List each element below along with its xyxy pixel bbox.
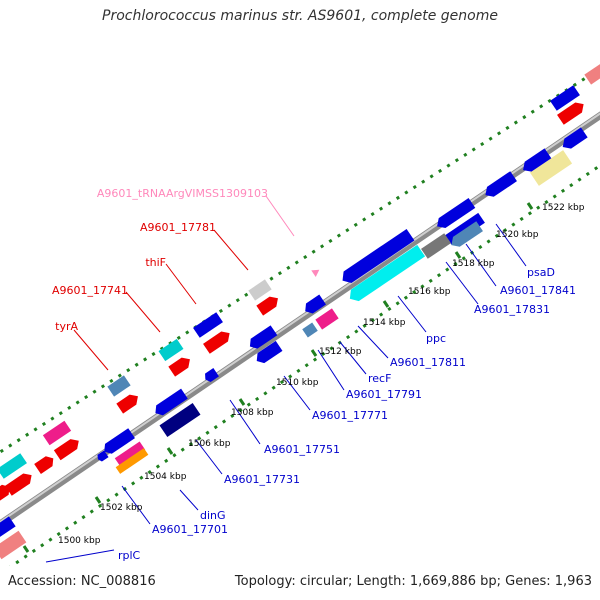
gene-label[interactable]: A9601_17791 — [346, 388, 422, 401]
gene-feature[interactable] — [248, 279, 272, 301]
gene-feature[interactable] — [159, 403, 201, 437]
gene-feature[interactable] — [559, 127, 588, 151]
tick-label: 1518 kbp — [452, 259, 495, 269]
gene-feature[interactable] — [96, 450, 109, 462]
gene-label[interactable]: thiF — [145, 256, 166, 269]
gene-feature[interactable] — [346, 244, 426, 305]
gene-feature[interactable] — [253, 340, 283, 366]
gene-label[interactable]: A9601_17831 — [474, 303, 550, 316]
tick-label: 1504 kbp — [144, 472, 187, 482]
gene-label[interactable]: A9601_17771 — [312, 409, 388, 422]
gene-feature[interactable] — [302, 322, 318, 338]
scale-ticks: 1498 kbp 1500 kbp 1502 kbp 1504 kbp 1506… — [58, 203, 585, 546]
tick-label: 1520 kbp — [496, 230, 539, 240]
gene-feature[interactable] — [421, 233, 451, 259]
gene-feature[interactable] — [158, 338, 184, 362]
tick-label: 1516 kbp — [408, 287, 451, 297]
accession-text: Accession: NC_008816 — [8, 574, 156, 589]
gene-feature[interactable] — [584, 63, 600, 85]
tick-label: 1506 kbp — [188, 439, 231, 449]
gene-feature[interactable] — [0, 530, 27, 560]
label-connectors — [45, 195, 527, 563]
gene-feature[interactable] — [520, 148, 552, 175]
tick-label: 1502 kbp — [100, 503, 143, 513]
gene-label[interactable]: dinG — [200, 509, 226, 522]
gene-label[interactable]: psaD — [527, 266, 555, 279]
gene-feature[interactable] — [256, 293, 281, 316]
gene-feature[interactable] — [557, 99, 587, 125]
gene-feature[interactable] — [434, 197, 476, 231]
tick-label: 1510 kbp — [276, 378, 319, 388]
gene-feature[interactable] — [0, 482, 13, 502]
gene-feature[interactable] — [168, 354, 193, 377]
gene-feature[interactable] — [448, 221, 483, 250]
gene-feature[interactable] — [315, 308, 339, 330]
gene-label[interactable]: A9601_17841 — [500, 284, 576, 297]
gene-label[interactable]: recF — [368, 372, 391, 385]
gene-feature[interactable] — [203, 368, 219, 384]
gene-feature[interactable] — [203, 328, 233, 354]
gene-label[interactable]: A9601_17781 — [140, 221, 216, 234]
gene-feature[interactable] — [311, 266, 321, 277]
tick-label: 1514 kbp — [363, 318, 406, 328]
gene-feature[interactable] — [107, 375, 131, 397]
gene-feature[interactable] — [34, 453, 56, 475]
inner-tick-track — [9, 163, 600, 566]
gene-feature[interactable] — [482, 171, 517, 200]
gene-feature[interactable] — [53, 436, 82, 461]
gene-feature[interactable] — [247, 325, 278, 351]
tick-label: 1522 kbp — [542, 203, 585, 213]
gene-feature[interactable] — [529, 150, 573, 186]
gene-feature[interactable] — [302, 294, 326, 317]
gene-feature[interactable] — [193, 312, 223, 338]
gene-label[interactable]: A9601_tRNAArgVIMSS1309103 — [97, 187, 268, 200]
map-title: Prochlorococcus marinus str. AS9601, com… — [102, 8, 498, 24]
gene-label[interactable]: tyrA — [55, 320, 78, 333]
gene-feature[interactable] — [0, 516, 16, 539]
gene-feature[interactable] — [5, 470, 35, 496]
gene-feature[interactable] — [0, 453, 27, 479]
tick-label: 1512 kbp — [319, 347, 362, 357]
gene-label[interactable]: ppc — [426, 332, 446, 345]
major-ticks — [22, 202, 534, 553]
gene-label[interactable]: A9601_17811 — [390, 356, 466, 369]
gene-feature[interactable] — [42, 420, 72, 446]
gene-feature[interactable] — [114, 441, 146, 467]
minus-strand-genes — [0, 127, 588, 560]
tick-label: 1500 kbp — [58, 536, 101, 546]
gene-labels: A9601_tRNAArgVIMSS1309103 A9601_17781 th… — [52, 187, 576, 562]
plus-strand-genes — [0, 63, 600, 502]
gene-feature[interactable] — [116, 391, 141, 414]
outer-tick-track — [0, 66, 600, 454]
gene-feature[interactable] — [550, 85, 580, 111]
genome-backbone — [0, 111, 600, 529]
gene-feature[interactable] — [152, 388, 188, 419]
genome-stats-text: Topology: circular; Length: 1,669,886 bp… — [234, 574, 592, 589]
gene-label[interactable]: A9601_17741 — [52, 284, 128, 297]
gene-feature[interactable] — [101, 428, 135, 456]
gene-label[interactable]: A9601_17731 — [224, 473, 300, 486]
gene-label[interactable]: rplC — [118, 549, 141, 562]
gene-feature[interactable] — [339, 228, 415, 286]
map-canvas: 1498 kbp 1500 kbp 1502 kbp 1504 kbp 1506… — [0, 63, 600, 566]
gene-feature[interactable] — [115, 448, 149, 474]
tick-label: 1508 kbp — [231, 408, 274, 418]
gene-label[interactable]: A9601_17701 — [152, 523, 228, 536]
gene-label[interactable]: A9601_17751 — [264, 443, 340, 456]
